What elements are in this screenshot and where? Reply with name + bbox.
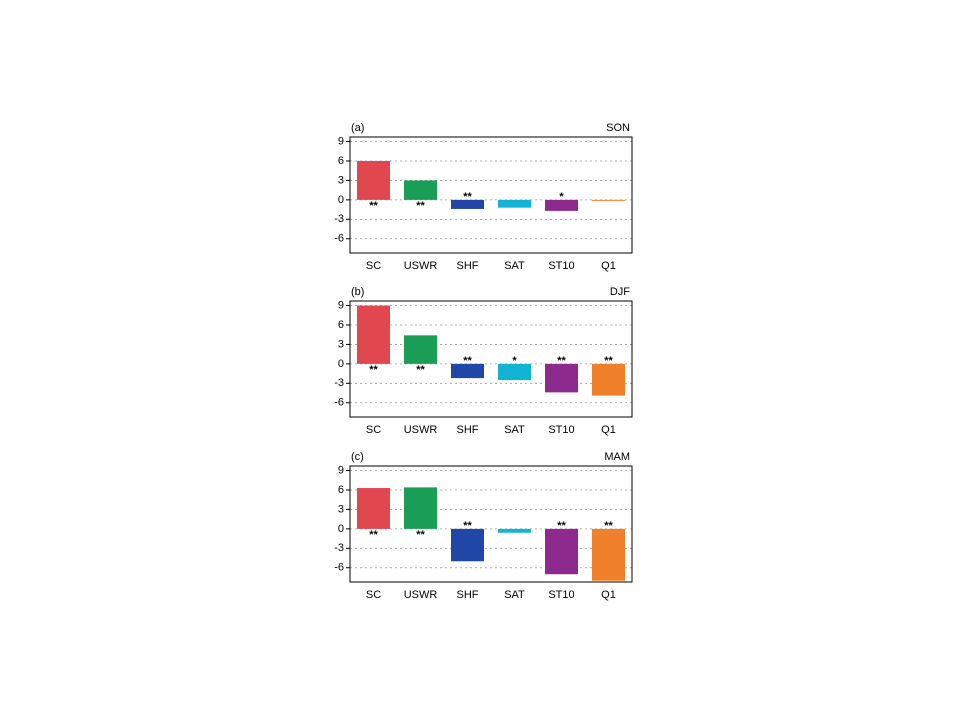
bar [592,363,625,396]
season-label: SON [606,122,630,134]
significance-mark: ** [369,529,378,541]
y-tick-label: -3 [334,542,344,554]
y-tick-label: 6 [338,484,344,496]
frame [349,465,633,583]
panel-title: (a) [351,122,364,134]
significance-mark: ** [463,355,472,367]
significance-mark: ** [604,520,613,532]
x-tick-label: USWR [404,424,438,436]
bar [404,487,437,529]
x-tick-label: ST10 [548,260,574,272]
significance-mark: ** [557,520,566,532]
significance-mark: * [512,355,517,367]
y-tick-label: 3 [338,338,344,350]
x-tick-label: ST10 [548,589,574,601]
y-tick-label: 9 [338,299,344,311]
y-tick-label: 9 [338,464,344,476]
y-tick-label: -6 [334,562,344,574]
x-tick-label: SHF [457,260,479,272]
season-label: DJF [610,286,630,298]
x-tick-label: Q1 [601,424,616,436]
x-tick-label: SC [366,260,381,272]
bar [357,305,390,364]
season-label: MAM [604,451,630,463]
bar [498,363,531,381]
y-tick-label: -6 [334,397,344,409]
y-tick-label: 0 [338,523,344,535]
bar [498,199,531,208]
bar [357,488,390,529]
significance-mark: ** [369,200,378,212]
y-tick-label: -3 [334,213,344,225]
significance-mark: ** [463,191,472,203]
bar [545,199,578,211]
y-tick-label: 6 [338,155,344,167]
x-tick-label: USWR [404,260,438,272]
y-tick-label: 9 [338,135,344,147]
significance-mark: ** [416,200,425,212]
bar [545,363,578,393]
significance-mark: ** [557,355,566,367]
y-tick-label: -3 [334,377,344,389]
bar [451,528,484,562]
bar [592,199,625,201]
x-tick-label: Q1 [601,589,616,601]
x-tick-label: SAT [504,589,525,601]
panel-title: (c) [351,451,364,463]
y-tick-label: 0 [338,194,344,206]
x-tick-label: USWR [404,589,438,601]
y-tick-label: -6 [334,233,344,245]
bar [404,335,437,364]
x-tick-label: ST10 [548,424,574,436]
x-tick-label: SAT [504,260,525,272]
x-tick-label: SAT [504,424,525,436]
bar [545,528,578,575]
frame [349,300,633,418]
x-tick-label: SHF [457,424,479,436]
significance-mark: ** [416,364,425,376]
y-tick-label: 3 [338,174,344,186]
bar [451,199,484,209]
bar [498,528,531,533]
y-tick-label: 3 [338,503,344,515]
x-tick-label: Q1 [601,260,616,272]
bar [404,180,437,200]
frame [349,136,633,254]
significance-mark: ** [369,364,378,376]
significance-mark: * [559,191,564,203]
bar [592,528,625,581]
significance-mark: ** [416,529,425,541]
y-tick-label: 0 [338,358,344,370]
bar [357,160,390,200]
bar [451,363,484,379]
x-tick-label: SC [366,424,381,436]
significance-mark: ** [463,520,472,532]
significance-mark: ** [604,355,613,367]
x-tick-label: SC [366,589,381,601]
y-tick-label: 6 [338,319,344,331]
panel-title: (b) [351,286,364,298]
x-tick-label: SHF [457,589,479,601]
